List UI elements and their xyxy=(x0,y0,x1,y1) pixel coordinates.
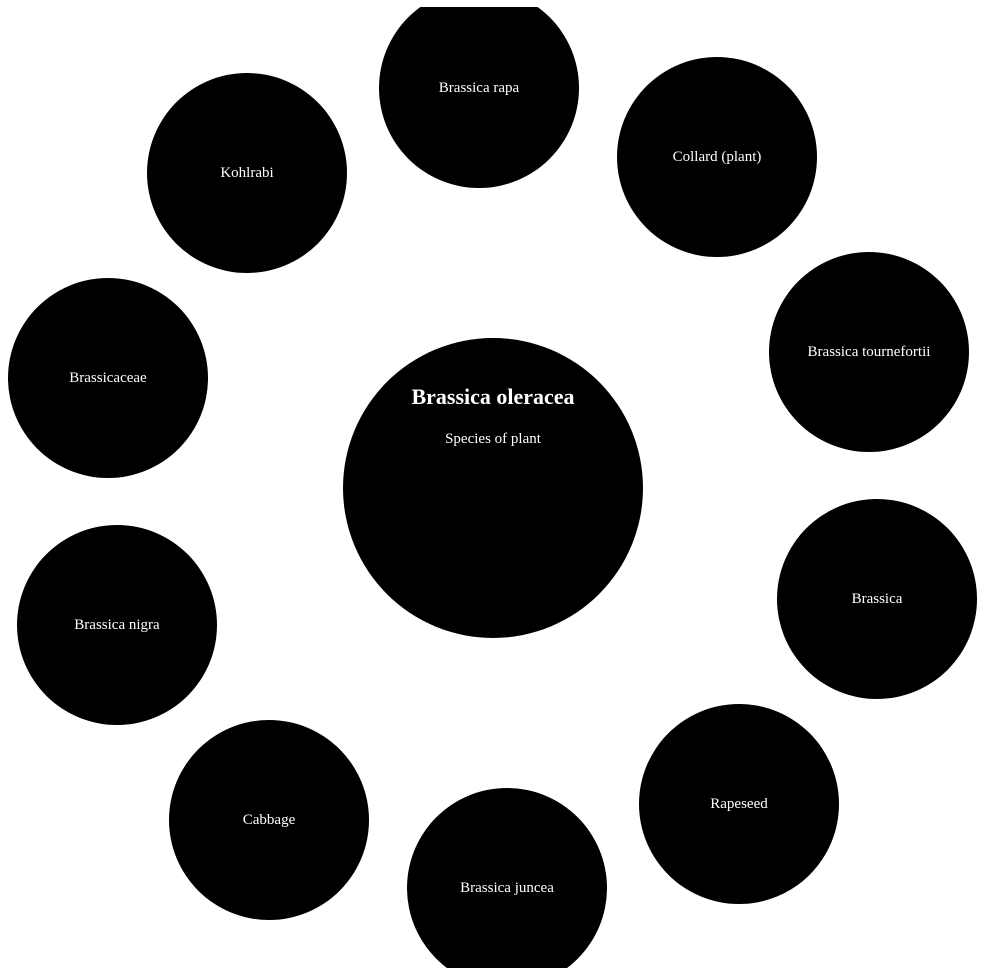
node-label: Collard (plant) xyxy=(672,149,762,165)
node-label: Brassica tournefortii xyxy=(807,344,931,360)
node-label: Brassica juncea xyxy=(460,880,554,896)
related-node-brassica-tournefortii[interactable]: Brassica tournefortii xyxy=(769,252,969,452)
bottom-edge-clip xyxy=(0,968,1004,974)
center-node-title: Brassica oleracea xyxy=(411,384,575,409)
related-node-brassica[interactable]: Brassica xyxy=(777,499,977,699)
center-node-subtitle: Species of plant xyxy=(445,431,541,447)
node-label: Brassica nigra xyxy=(74,617,160,633)
related-node-collard[interactable]: Collard (plant) xyxy=(617,57,817,257)
related-node-rapeseed[interactable]: Rapeseed xyxy=(639,704,839,904)
related-node-cabbage[interactable]: Cabbage xyxy=(169,720,369,920)
related-node-brassicaceae[interactable]: Brassicaceae xyxy=(8,278,208,478)
node-label: Kohlrabi xyxy=(220,165,274,181)
node-label: Brassica xyxy=(851,591,903,607)
related-node-kohlrabi[interactable]: Kohlrabi xyxy=(147,73,347,273)
node-label: Rapeseed xyxy=(710,796,768,812)
node-label: Brassica rapa xyxy=(438,80,520,96)
related-node-brassica-nigra[interactable]: Brassica nigra xyxy=(17,525,217,725)
related-node-brassica-juncea[interactable]: Brassica juncea xyxy=(407,788,607,974)
related-node-brassica-rapa[interactable]: Brassica rapa xyxy=(379,0,579,188)
node-label: Cabbage xyxy=(242,812,296,828)
node-label: Brassicaceae xyxy=(69,370,147,386)
center-node[interactable]: Brassica oleracea Species of plant xyxy=(343,338,643,638)
top-edge-clip xyxy=(0,0,1004,7)
